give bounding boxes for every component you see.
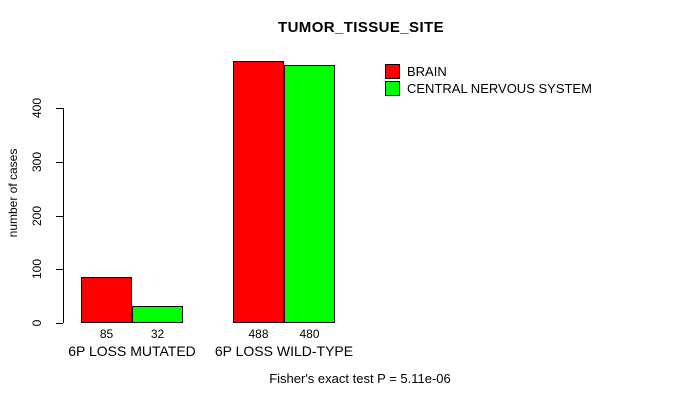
bar-value-label-brain-6p-loss-mutated: 85 bbox=[99, 327, 114, 341]
bar-value-label-central-nervous-system-6p-loss-mutated: 32 bbox=[150, 327, 165, 341]
y-tick-mark-200 bbox=[56, 216, 63, 217]
legend-item-brain: BRAIN bbox=[385, 64, 592, 79]
y-tick-label-400: 400 bbox=[30, 97, 44, 119]
y-tick-mark-400 bbox=[56, 108, 63, 109]
legend-item-central-nervous-system: CENTRAL NERVOUS SYSTEM bbox=[385, 81, 592, 96]
bar-value-label-central-nervous-system-6p-loss-wild-type: 480 bbox=[299, 327, 320, 341]
y-tick-mark-300 bbox=[56, 162, 63, 163]
legend: BRAIN CENTRAL NERVOUS SYSTEM bbox=[385, 64, 592, 98]
y-axis-label: number of cases bbox=[6, 148, 20, 238]
bar-central-nervous-system-6p-loss-mutated bbox=[132, 306, 183, 323]
legend-label-central-nervous-system: CENTRAL NERVOUS SYSTEM bbox=[407, 81, 592, 96]
category-label-6p-loss-wild-type: 6P LOSS WILD-TYPE bbox=[214, 343, 354, 359]
chart-title: TUMOR_TISSUE_SITE bbox=[278, 19, 444, 36]
bar-brain-6p-loss-wild-type bbox=[233, 61, 284, 323]
y-axis-line bbox=[63, 108, 64, 323]
bar-brain-6p-loss-mutated bbox=[81, 277, 132, 323]
y-tick-label-0: 0 bbox=[30, 319, 44, 327]
y-tick-mark-100 bbox=[56, 269, 63, 270]
bar-central-nervous-system-6p-loss-wild-type bbox=[284, 65, 335, 323]
y-tick-label-100: 100 bbox=[30, 258, 44, 280]
y-tick-mark-0 bbox=[56, 323, 63, 324]
legend-swatch-central-nervous-system bbox=[385, 81, 400, 96]
category-label-6p-loss-mutated: 6P LOSS MUTATED bbox=[68, 343, 196, 359]
legend-swatch-brain bbox=[385, 64, 400, 79]
y-tick-label-300: 300 bbox=[30, 151, 44, 173]
legend-label-brain: BRAIN bbox=[407, 64, 447, 79]
y-tick-label-200: 200 bbox=[30, 205, 44, 227]
fisher-test-annotation: Fisher's exact test P = 5.11e-06 bbox=[269, 371, 451, 386]
bar-value-label-brain-6p-loss-wild-type: 488 bbox=[248, 327, 269, 341]
